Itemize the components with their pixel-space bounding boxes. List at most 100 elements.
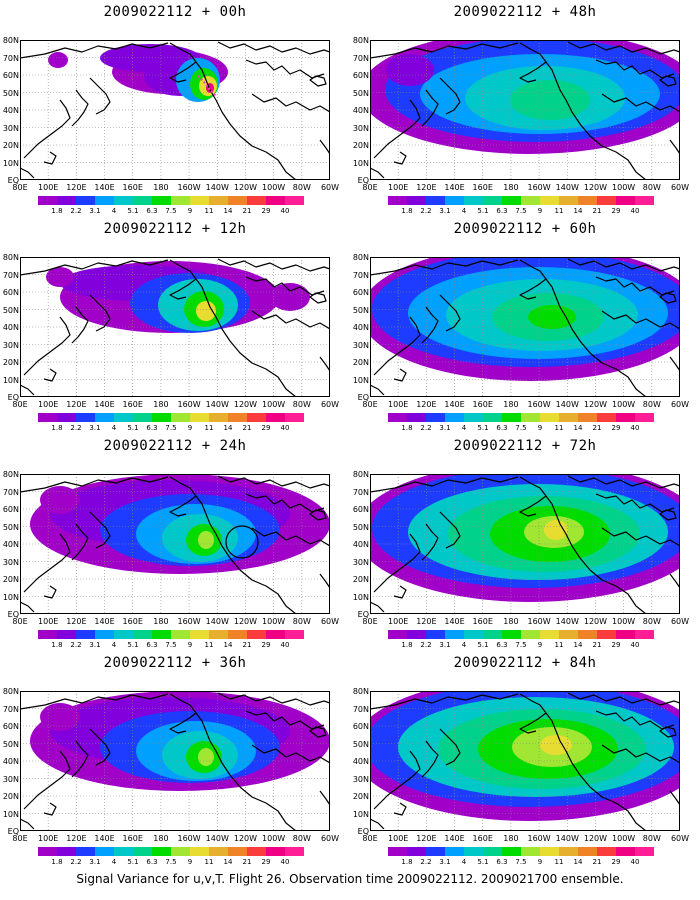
lat-tick-label: 80N <box>352 470 369 479</box>
colorbar-tick-label: 4 <box>461 858 467 866</box>
colorbar-tick-label: 4 <box>111 858 117 866</box>
lon-tick-label: 160E <box>122 400 143 409</box>
colorbar-swatch <box>209 630 228 639</box>
colorbar-swatch <box>285 196 304 205</box>
colorbar-swatch <box>266 847 285 856</box>
lat-tick-label: 30N <box>2 340 19 350</box>
panel-title: 2009022112 + 72h <box>453 438 597 454</box>
colorbar-tick-label: 1.8 <box>51 424 63 432</box>
colorbar-swatch <box>540 196 559 205</box>
colorbar-tick-label: 4 <box>461 207 467 215</box>
colorbar-tick-label: 40 <box>280 858 290 866</box>
colorbar-swatch <box>38 196 57 205</box>
lat-tick-label: 20N <box>352 358 369 367</box>
variance-contour <box>528 305 576 329</box>
lat-tick-label: 70N <box>2 487 19 497</box>
variance-map <box>370 474 680 614</box>
lat-tick-label: 30N <box>352 557 369 567</box>
colorbar-tick-label: 6.3 <box>496 858 508 866</box>
map-area: 80N 70N 60N 50N 40N 30N 20N 10N EQ 80E 100E 120E 140… <box>3 687 339 843</box>
lon-tick-label: 100E <box>388 183 409 192</box>
colorbar-swatch <box>445 413 464 422</box>
colorbar-swatch <box>285 413 304 422</box>
colorbar-tick-label: 29 <box>261 858 271 866</box>
colorbar-tick-label: 21 <box>242 424 252 432</box>
variance-contour <box>46 267 74 287</box>
lat-tick-label: 30N <box>2 557 19 567</box>
lat-tick-label: 20N <box>2 575 19 584</box>
colorbar-tick-label: 29 <box>261 207 271 215</box>
colorbar-tick-label: 9 <box>187 858 193 866</box>
lat-tick-label: 50N <box>352 522 369 532</box>
lat-tick-label: 80N <box>2 470 19 479</box>
colorbar-tick-label: 14 <box>223 424 233 432</box>
variance-map <box>370 257 680 397</box>
lon-tick-label: 140E <box>444 834 465 843</box>
colorbar-tick-label: 1.8 <box>401 207 413 215</box>
colorbar-tick-label: 21 <box>242 641 252 649</box>
lon-tick-label: 80E <box>362 617 378 626</box>
colorbar-tick-label: 21 <box>592 424 602 432</box>
variance-contour <box>40 486 80 514</box>
lon-tick-label: 60W <box>670 617 690 626</box>
lon-tick-label: 80W <box>642 183 661 192</box>
colorbar-swatch <box>266 196 285 205</box>
lon-tick-label: 60W <box>670 400 690 409</box>
colorbar-tick-label: 29 <box>611 207 621 215</box>
colorbar-swatch <box>95 196 114 205</box>
lat-tick-label: 60N <box>2 71 19 80</box>
colorbar-tick-label: 11 <box>554 424 564 432</box>
lon-tick-label: 100E <box>38 834 59 843</box>
colorbar-swatch <box>247 630 266 639</box>
lat-tick-label: 10N <box>2 809 19 819</box>
colorbar-swatch <box>502 413 521 422</box>
colorbar-swatch <box>597 630 616 639</box>
lat-tick-label: 50N <box>2 88 19 98</box>
colorbar-tick-label: 1.8 <box>401 641 413 649</box>
lon-tick-label: 100W <box>612 834 636 843</box>
lon-tick-label: 160W <box>177 834 201 843</box>
lon-tick-label: 80W <box>292 617 311 626</box>
colorbar-swatch <box>171 413 190 422</box>
colorbar-swatch <box>616 847 635 856</box>
colorbar-swatch <box>578 630 597 639</box>
lat-tick-label: 50N <box>352 305 369 315</box>
lon-tick-label: 140E <box>94 617 115 626</box>
lat-tick-label: EQ <box>7 610 19 619</box>
lon-tick-label: 80W <box>642 400 661 409</box>
lat-tick-label: EQ <box>7 827 19 836</box>
lon-tick-label: 60W <box>320 834 340 843</box>
colorbar-swatch <box>266 413 285 422</box>
variance-map <box>20 40 330 180</box>
lon-tick-label: 80W <box>642 617 661 626</box>
grid-lines <box>370 691 680 831</box>
colorbar-swatch <box>635 847 654 856</box>
colorbar-swatch <box>171 196 190 205</box>
lat-tick-label: 10N <box>352 809 369 819</box>
colorbar-swatch <box>426 630 445 639</box>
lat-tick-label: 10N <box>2 375 19 385</box>
colorbar-swatch <box>635 630 654 639</box>
colorbar-tick-label: 2.2 <box>70 858 82 866</box>
grid-lines <box>370 257 680 397</box>
lon-tick-label: 100E <box>38 617 59 626</box>
lon-tick-label: 120W <box>583 617 608 626</box>
lon-tick-label: 80E <box>12 183 28 192</box>
lat-tick-label: 50N <box>352 739 369 749</box>
colorbar-swatch <box>76 847 95 856</box>
lat-tick-label: 60N <box>2 722 19 731</box>
colorbar-swatch <box>578 196 597 205</box>
colorbar-swatch <box>171 630 190 639</box>
lon-tick-label: 120W <box>233 617 258 626</box>
lon-tick-label: 100E <box>38 400 59 409</box>
lat-tick-label: EQ <box>7 393 19 402</box>
colorbar-swatch <box>521 630 540 639</box>
colorbar-swatch <box>247 413 266 422</box>
map-panel-p48: 2009022112 + 48h 80N 70N 60N 50N 40N 30N 20N 10N… <box>350 0 700 215</box>
colorbar-swatch <box>578 413 597 422</box>
colorbar-swatch <box>426 413 445 422</box>
map-panel-p72: 2009022112 + 72h 80N 70N 60N 50N 40N 30N 20N 10N… <box>350 434 700 649</box>
grid-lines <box>370 474 680 614</box>
colorbar-tick-label: 4 <box>461 641 467 649</box>
variance-map <box>20 474 330 614</box>
